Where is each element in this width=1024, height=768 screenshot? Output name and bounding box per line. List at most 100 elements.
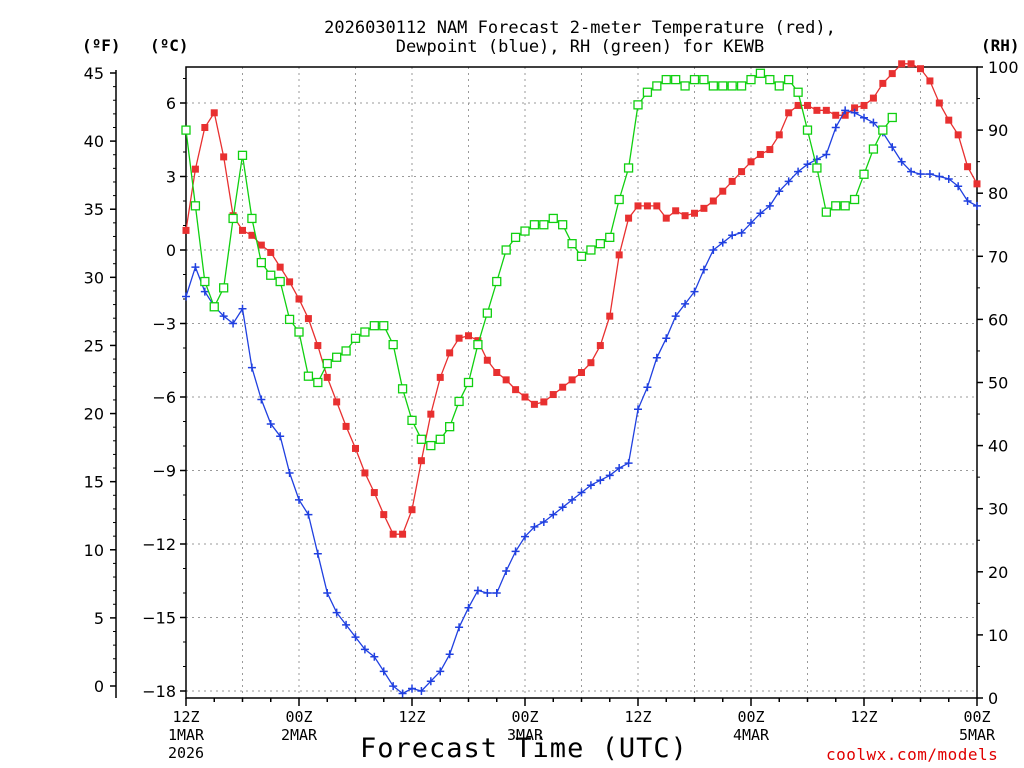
- temperature-point: [860, 101, 868, 109]
- dewpoint-point: [624, 459, 633, 468]
- dewpoint-point: [539, 517, 548, 526]
- celsius-tick-label: −3: [152, 315, 176, 334]
- fahrenheit-tick-label: 25: [84, 336, 104, 355]
- x-tick-label: 3MAR: [507, 726, 544, 744]
- temperature-point: [794, 101, 802, 109]
- rh-point: [642, 87, 653, 97]
- dewpoint-point: [690, 287, 699, 296]
- rh-point: [228, 213, 238, 224]
- rh-point: [595, 239, 605, 249]
- celsius-tick-label: −9: [152, 462, 176, 481]
- series-layer: [181, 60, 981, 698]
- temperature-point: [785, 109, 793, 117]
- rh-point: [859, 169, 869, 179]
- dewpoint-point: [370, 652, 379, 661]
- temperature-point: [380, 511, 388, 519]
- dewpoint-point: [935, 172, 944, 181]
- temperature-point: [813, 106, 821, 114]
- temperature-point: [728, 177, 736, 185]
- temperature-point: [804, 101, 811, 109]
- rh-point: [529, 220, 540, 230]
- dewpoint-point: [436, 667, 445, 676]
- temperature-point: [389, 530, 397, 538]
- temperature-point: [747, 158, 755, 166]
- temperature-point: [323, 373, 331, 381]
- dewpoint-point: [577, 488, 586, 497]
- temperature-point: [257, 241, 265, 249]
- celsius-axis-unit: (ºC): [150, 36, 189, 55]
- rh-point: [661, 74, 671, 85]
- rh-point: [266, 270, 276, 280]
- temperature-point: [512, 386, 520, 394]
- temperature-point: [935, 99, 943, 107]
- rh-point: [190, 201, 201, 211]
- rh-point: [209, 302, 219, 312]
- dewpoint-point: [718, 238, 727, 247]
- dewpoint-point: [954, 182, 963, 191]
- temperature-point: [455, 334, 463, 342]
- dewpoint-point: [860, 113, 868, 122]
- rh-point: [200, 276, 210, 287]
- rh-point: [379, 321, 389, 331]
- rh-point: [802, 125, 813, 135]
- celsius-tick-label: −18: [142, 682, 176, 701]
- rh-point: [397, 384, 408, 394]
- temperature-point: [615, 251, 623, 259]
- x-tick-label: 00Z: [511, 708, 538, 726]
- temperature-point: [756, 150, 764, 158]
- rh-point: [689, 74, 700, 85]
- dewpoint-point: [257, 395, 266, 404]
- temperature-point: [662, 214, 670, 222]
- dewpoint-point: [652, 353, 661, 362]
- dewpoint-point: [963, 197, 972, 205]
- temperature-point: [907, 60, 915, 68]
- x-tick-label: 12Z: [850, 708, 877, 726]
- rh-point: [755, 68, 766, 78]
- temperature-point: [182, 226, 190, 234]
- temperature-point: [888, 70, 896, 78]
- rh-point: [510, 232, 521, 243]
- rh-tick-label: 30: [988, 500, 1008, 519]
- rh-point: [586, 245, 596, 255]
- x-axis-label: Forecast Time (UTC): [360, 733, 688, 764]
- dewpoint-point: [332, 608, 341, 617]
- dewpoint-point: [765, 201, 774, 210]
- rh-point: [605, 232, 615, 243]
- dewpoint-point: [266, 419, 275, 428]
- temperature-point: [417, 457, 425, 465]
- temperature-point: [869, 94, 877, 102]
- celsius-tick-label: −15: [142, 609, 176, 628]
- dewpoint-point: [558, 503, 567, 512]
- temperature-point: [286, 278, 294, 286]
- dewpoint-point: [502, 566, 511, 575]
- rh-point: [303, 371, 314, 381]
- x-tick-label: 5MAR: [959, 726, 996, 744]
- celsius-tick-label: 6: [166, 94, 176, 113]
- dewpoint-point: [304, 510, 313, 519]
- rh-point: [652, 81, 662, 91]
- rh-point: [492, 276, 502, 287]
- celsius-tick-label: −6: [152, 388, 176, 407]
- rh-point: [341, 346, 351, 356]
- fahrenheit-tick-label: 35: [84, 200, 104, 219]
- dewpoint-point: [342, 620, 351, 629]
- temperature-point: [248, 231, 256, 239]
- rh-point: [784, 74, 794, 85]
- dewpoint-point: [464, 603, 473, 612]
- temperature-point: [606, 312, 614, 320]
- temperature-point: [851, 104, 859, 112]
- dewpoint-point: [247, 363, 256, 372]
- temperature-point: [700, 204, 708, 212]
- dewpoint-point: [916, 170, 925, 179]
- credit-link[interactable]: coolwx.com/models: [826, 745, 999, 764]
- temperature-point: [625, 214, 633, 222]
- x-tick-label: 2026: [168, 744, 204, 762]
- temperature-point: [191, 165, 199, 173]
- dewpoint-point: [699, 265, 708, 274]
- rh-tick-label: 50: [988, 374, 1008, 393]
- rh-point: [275, 276, 285, 287]
- rh-point: [181, 125, 191, 135]
- rh-point: [746, 74, 756, 85]
- chart-title-line2: Dewpoint (blue), RH (green) for KEWB: [395, 37, 765, 57]
- dewpoint-point: [229, 319, 238, 328]
